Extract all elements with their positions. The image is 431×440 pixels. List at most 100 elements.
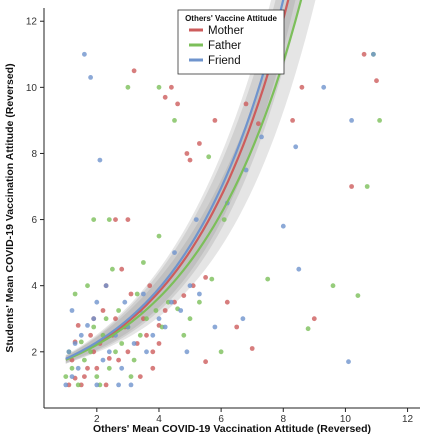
data-point-father: [106, 365, 112, 371]
x-tick-label: 4: [156, 414, 162, 425]
data-point-mother: [290, 118, 295, 123]
data-point-mother: [187, 157, 193, 163]
data-point-mother: [125, 217, 131, 223]
data-point-mother: [162, 308, 168, 313]
data-point-mother: [147, 283, 153, 289]
data-point-friend: [131, 341, 137, 346]
data-point-mother: [162, 94, 168, 100]
data-points: [63, 51, 382, 388]
data-point-friend: [172, 250, 177, 256]
data-point-father: [116, 308, 121, 313]
data-point-father: [144, 316, 149, 322]
data-point-father: [106, 217, 112, 223]
data-point-father: [364, 184, 370, 189]
fit-line-father: [65, 0, 303, 361]
data-point-mother: [131, 68, 137, 74]
y-ticks: 2 4 6 8 10 12: [26, 17, 44, 358]
data-point-friend: [116, 382, 121, 388]
legend-label-mother: Mother: [208, 25, 244, 37]
data-point-mother: [156, 341, 162, 346]
data-point-mother: [103, 382, 109, 388]
data-point-mother: [224, 299, 230, 305]
x-tick-label: 6: [218, 414, 224, 425]
data-point-mother: [106, 356, 112, 361]
data-point-mother: [88, 332, 93, 338]
data-point-father: [377, 118, 382, 123]
data-point-friend: [280, 223, 286, 229]
data-point-mother: [94, 365, 100, 371]
data-point-friend: [212, 324, 218, 330]
data-point-mother: [150, 365, 156, 371]
data-point-mother: [311, 316, 317, 322]
data-point-friend: [119, 365, 125, 371]
data-point-father: [78, 339, 84, 345]
data-point-father: [330, 283, 336, 289]
data-point-friend: [346, 359, 351, 365]
data-point-father: [125, 84, 131, 90]
x-tick-label: 12: [402, 414, 414, 425]
data-point-friend: [144, 349, 149, 355]
data-point-father: [156, 84, 162, 90]
data-point-friend: [128, 382, 134, 388]
data-point-father: [156, 233, 162, 239]
data-point-friend: [100, 357, 106, 363]
data-point-father: [110, 266, 115, 272]
data-point-mother: [234, 324, 240, 330]
y-tick-label: 6: [31, 215, 37, 226]
data-point-father: [69, 365, 75, 371]
data-point-father: [221, 217, 227, 223]
data-point-father: [137, 332, 143, 338]
data-point-father: [218, 349, 224, 355]
data-point-friend: [178, 308, 184, 313]
data-point-mother: [113, 217, 118, 223]
data-point-mother: [82, 374, 87, 379]
data-point-mother: [374, 78, 379, 84]
legend-entries: Mother Father Friend: [189, 25, 244, 67]
data-point-friend: [82, 51, 87, 57]
data-point-mother: [113, 316, 118, 322]
data-point-friend: [85, 323, 90, 328]
y-tick-label: 12: [26, 17, 38, 28]
data-point-friend: [72, 341, 78, 346]
data-point-friend: [184, 349, 190, 355]
data-point-mother: [243, 101, 249, 107]
data-point-friend: [66, 349, 72, 355]
data-point-friend: [78, 332, 84, 338]
data-point-father: [355, 293, 361, 298]
data-point-father: [187, 316, 193, 322]
x-tick-label: 2: [94, 414, 100, 425]
data-point-friend: [75, 365, 81, 371]
fit-lines: [65, 0, 303, 361]
data-point-mother: [299, 84, 305, 90]
data-point-father: [88, 349, 93, 355]
y-tick-label: 4: [31, 281, 37, 292]
data-point-father: [119, 341, 125, 346]
data-point-mother: [169, 84, 174, 90]
data-point-friend: [371, 51, 376, 57]
data-point-father: [91, 324, 97, 330]
x-axis-title: Others' Mean COVID-19 Vaccination Attitu…: [93, 423, 371, 435]
x-ticks: 2 4 6 8 10 12: [94, 408, 414, 425]
data-point-mother: [184, 151, 190, 156]
data-point-father: [206, 154, 212, 160]
data-point-friend: [141, 291, 146, 297]
data-point-friend: [88, 75, 93, 80]
data-point-father: [265, 276, 271, 282]
fit-line-friend: [65, 0, 285, 360]
y-tick-label: 10: [26, 83, 38, 94]
fit-line-mother: [65, 0, 290, 361]
data-point-father: [141, 260, 146, 265]
data-point-friend: [94, 299, 100, 305]
data-point-friend: [94, 382, 100, 388]
legend-box: [177, 9, 285, 75]
data-point-friend: [91, 316, 97, 322]
data-point-mother: [116, 357, 121, 363]
data-point-father: [197, 299, 202, 305]
data-point-mother: [100, 308, 106, 313]
data-point-mother: [361, 51, 367, 57]
data-point-friend: [69, 374, 75, 379]
data-point-friend: [240, 316, 246, 322]
legend: Others' Vaccine Attitude Mother Father Fri…: [177, 9, 285, 75]
data-point-father: [153, 308, 159, 313]
data-point-mother: [203, 275, 209, 280]
